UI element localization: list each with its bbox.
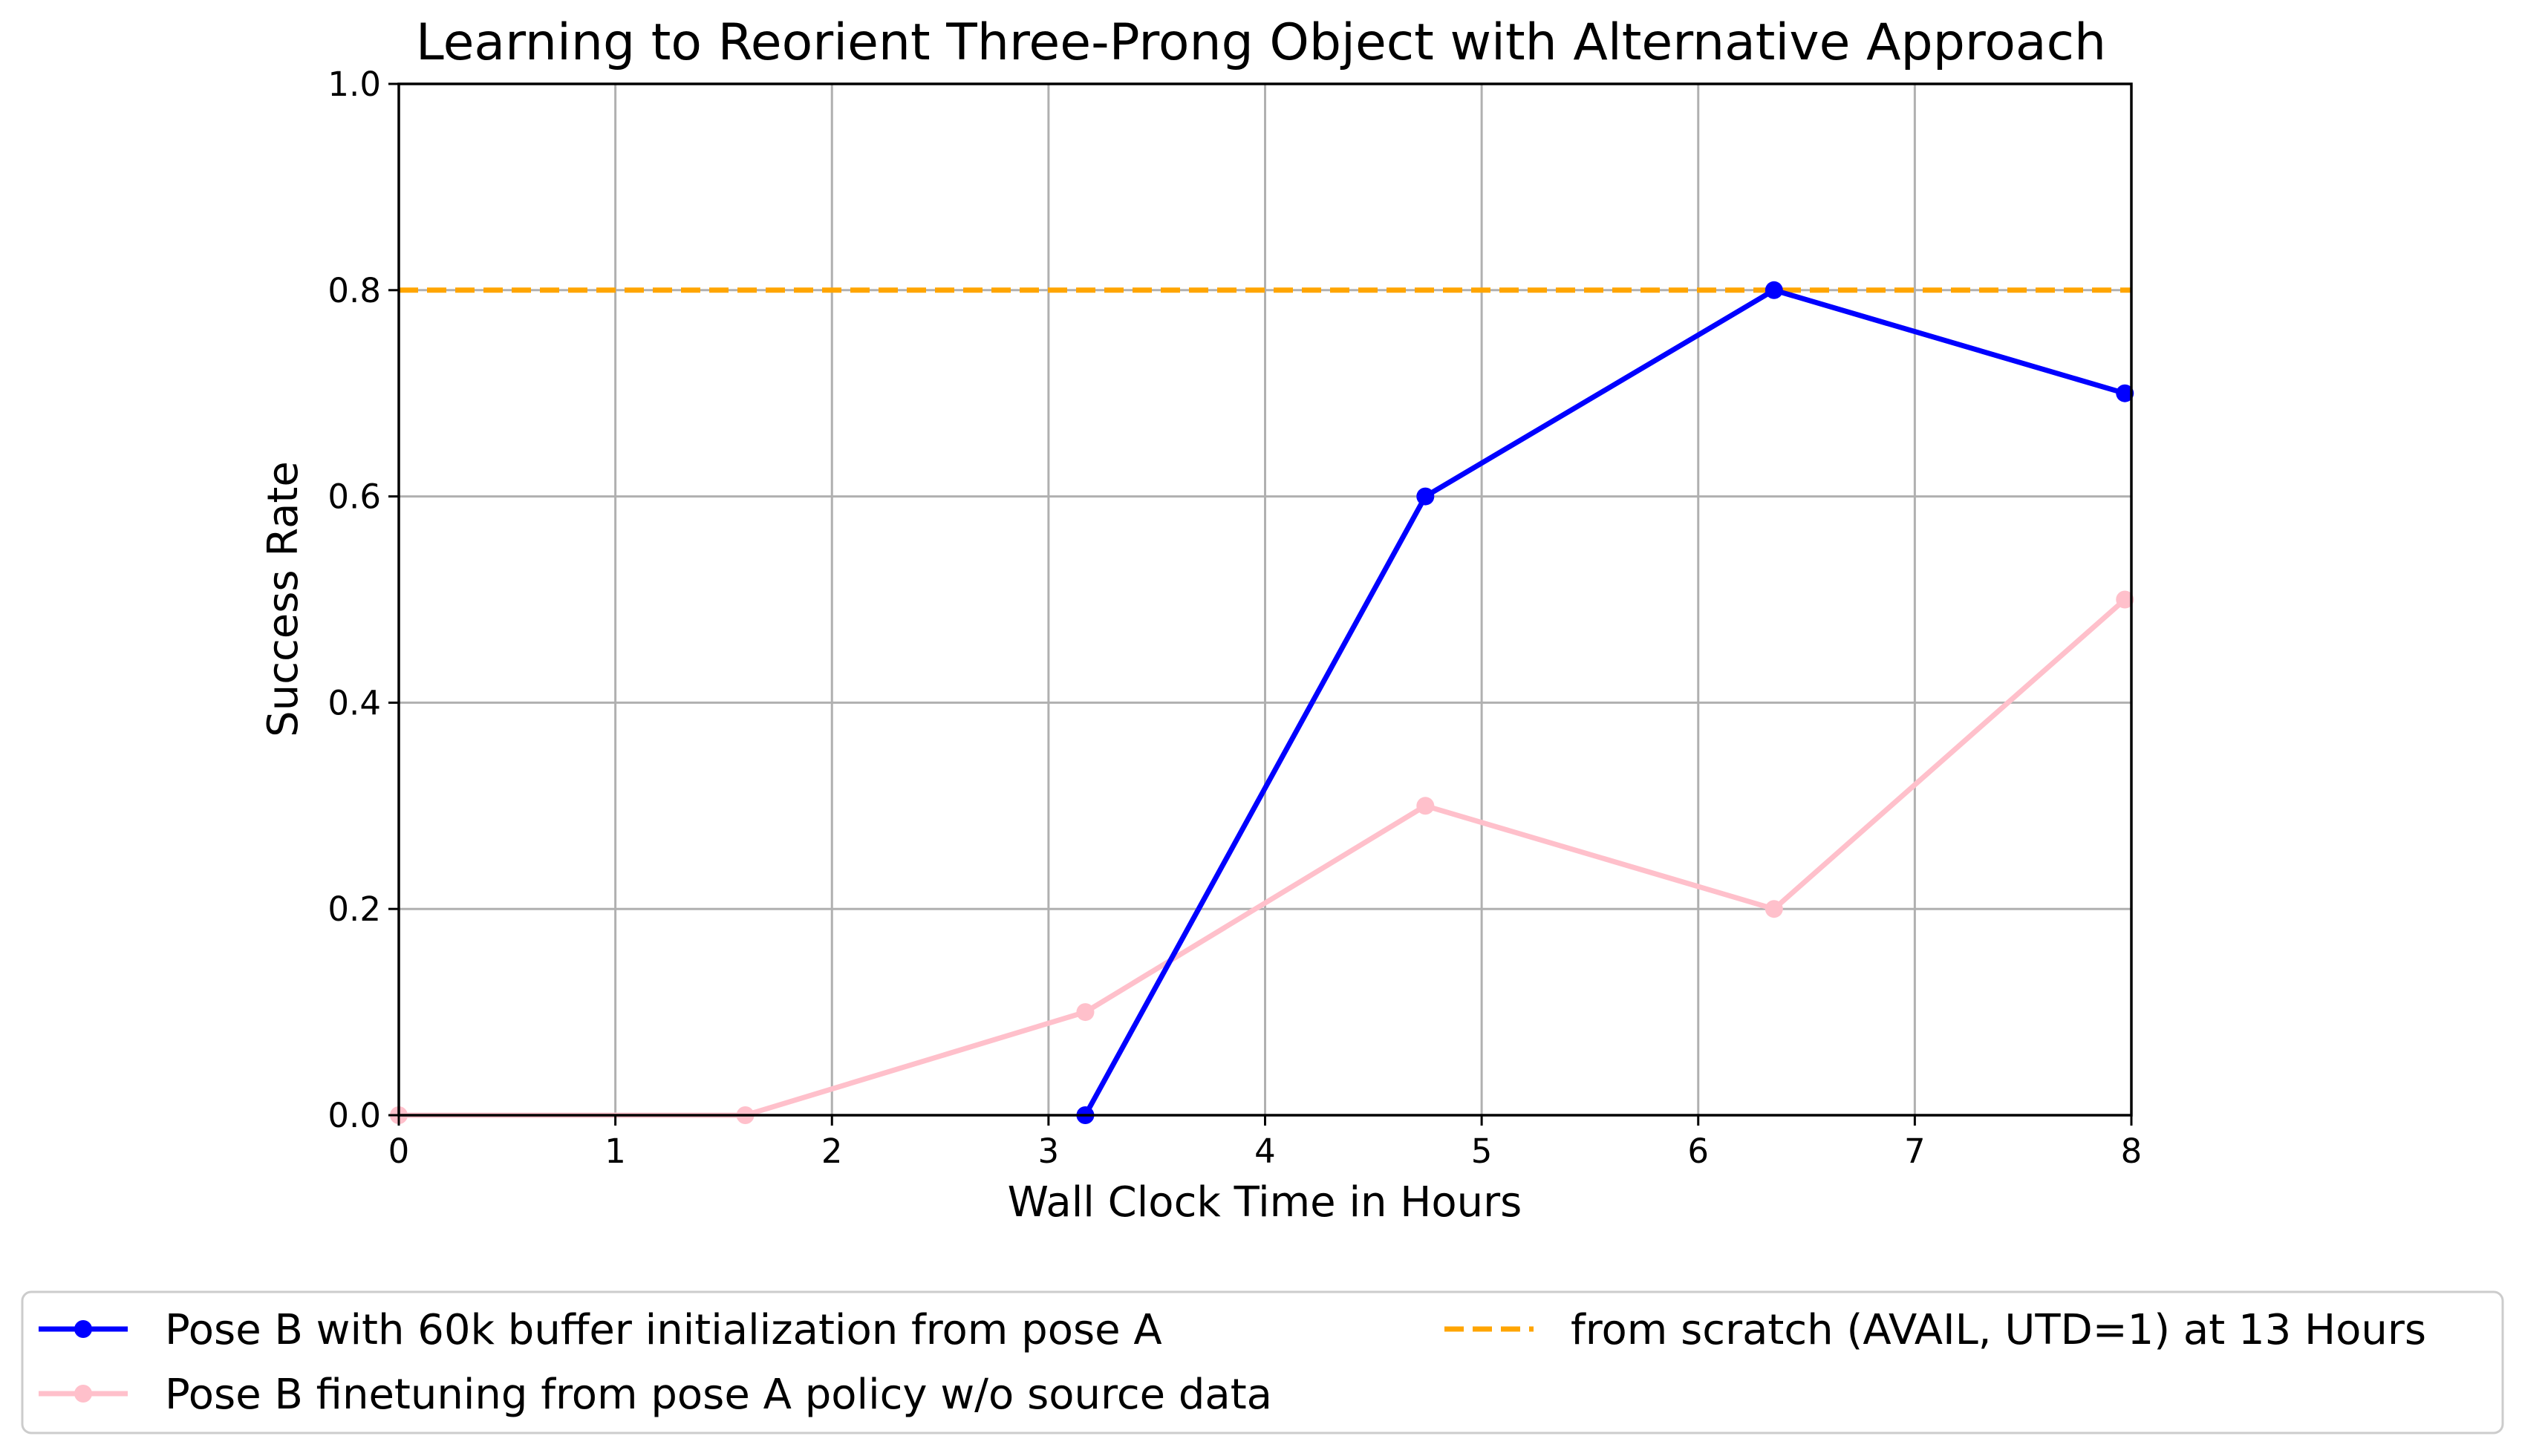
data-point: [2116, 590, 2134, 609]
y-tick-label: 0.6: [328, 477, 381, 517]
x-tick-label: 5: [1471, 1132, 1493, 1171]
axis-ticks: 0 1 2 3 4 5 6 7 8 0.0 0.2 0.4 0.6 0.8 1.0: [328, 65, 2142, 1171]
y-tick-label: 0.8: [328, 271, 381, 310]
y-tick-label: 0.0: [328, 1096, 381, 1135]
data-point: [1416, 487, 1435, 506]
y-axis-label: Success Rate: [259, 461, 307, 737]
y-tick-label: 1.0: [328, 65, 381, 104]
x-tick-label: 2: [821, 1132, 843, 1171]
x-tick-label: 8: [2121, 1132, 2143, 1171]
y-tick-label: 0.2: [328, 889, 381, 929]
data-point: [1765, 900, 1783, 918]
y-tick-label: 0.4: [328, 683, 381, 722]
data-point: [1076, 1003, 1095, 1022]
x-tick-label: 7: [1904, 1132, 1926, 1171]
legend-label-0: Pose B with 60k buffer initialization fr…: [165, 1306, 1162, 1354]
legend-marker-1: [74, 1385, 92, 1403]
legend-label-1: Pose B finetuning from pose A policy w/o…: [165, 1371, 1272, 1419]
legend: Pose B with 60k buffer initialization fr…: [21, 1290, 2504, 1434]
data-point: [1416, 797, 1435, 815]
legend-box: [21, 1290, 2504, 1434]
x-tick-label: 4: [1254, 1132, 1276, 1171]
data-point: [1765, 281, 1783, 299]
x-axis-label: Wall Clock Time in Hours: [1008, 1178, 1522, 1227]
x-tick-label: 3: [1038, 1132, 1060, 1171]
legend-label-2: from scratch (AVAIL, UTD=1) at 13 Hours: [1571, 1306, 2426, 1354]
x-tick-label: 0: [388, 1132, 410, 1171]
legend-marker-0: [74, 1320, 92, 1338]
series-line-1: [399, 597, 2127, 1118]
x-tick-label: 6: [1687, 1132, 1709, 1171]
data-point: [2116, 384, 2134, 402]
chart-title: Learning to Reorient Three-Prong Object …: [416, 13, 2106, 72]
x-tick-label: 1: [605, 1132, 626, 1171]
series-line-0: [1083, 287, 2126, 1117]
grid: [397, 82, 2133, 1117]
series-markers: [390, 281, 2134, 1124]
